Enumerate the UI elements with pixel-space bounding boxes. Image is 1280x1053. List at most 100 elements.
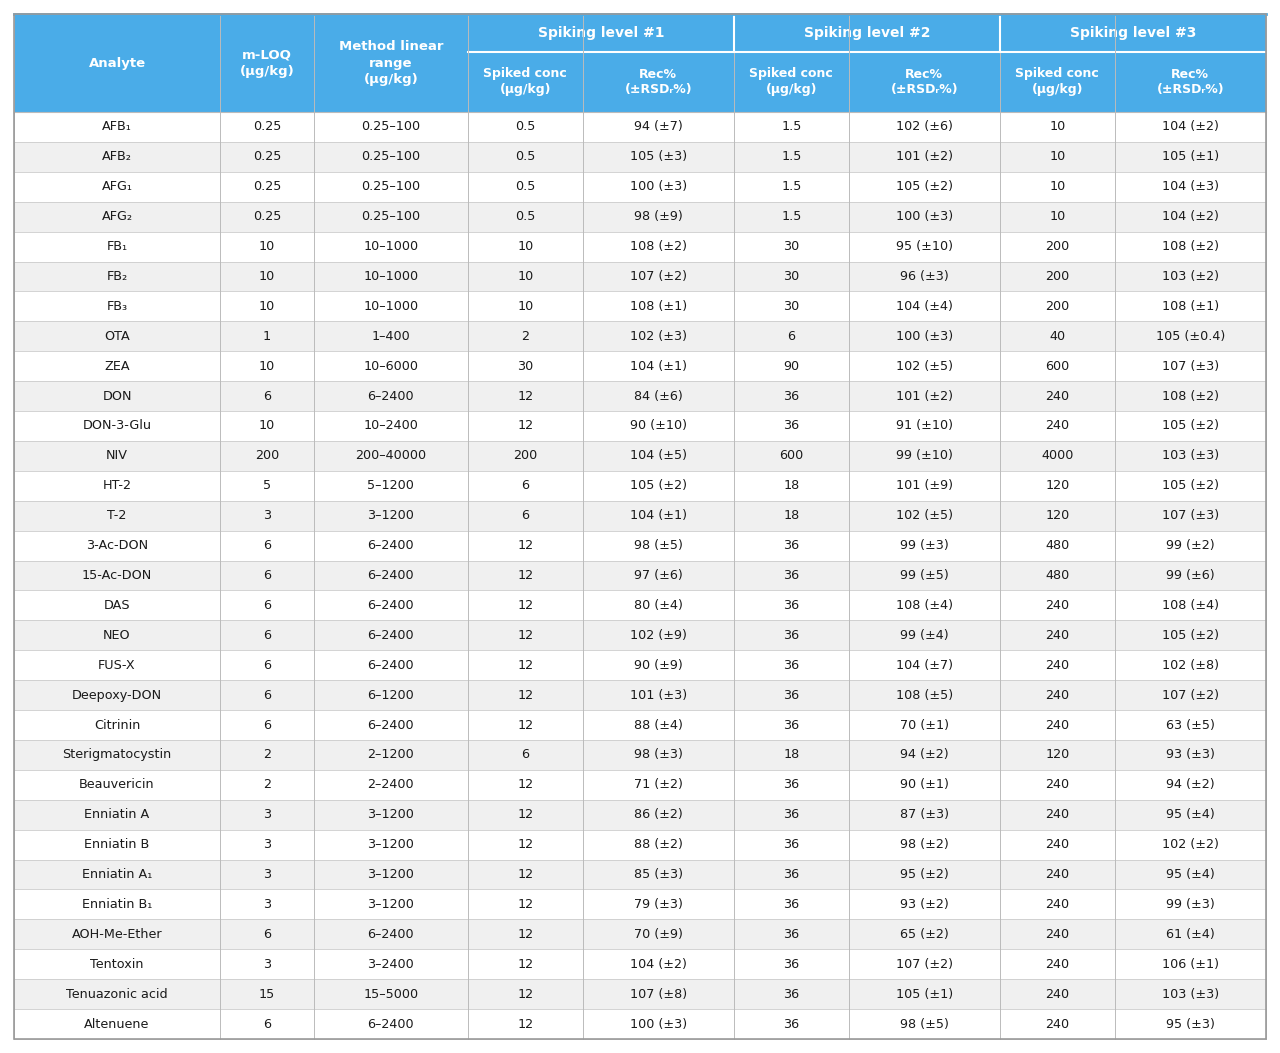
Text: 0.25–100: 0.25–100 [361, 120, 420, 134]
Bar [733, 919, 849, 950]
Text: 40: 40 [1050, 330, 1065, 343]
Text: 3: 3 [262, 510, 271, 522]
Text: 102 (±2): 102 (±2) [1162, 838, 1219, 851]
Text: FUS-X: FUS-X [99, 659, 136, 672]
Text: AOH-Me-Ether: AOH-Me-Ether [72, 928, 163, 940]
Text: 5–1200: 5–1200 [367, 479, 415, 493]
Bar [1000, 292, 1115, 321]
Bar [220, 710, 314, 740]
Text: 1.5: 1.5 [781, 180, 801, 194]
Text: 6–2400: 6–2400 [367, 390, 415, 402]
Text: 200: 200 [255, 450, 279, 462]
Bar [1115, 142, 1266, 172]
Bar [582, 172, 733, 202]
Text: 10–2400: 10–2400 [364, 419, 419, 433]
Bar [468, 381, 582, 411]
Bar [733, 740, 849, 770]
Bar [314, 441, 468, 471]
Bar [733, 890, 849, 919]
Bar [468, 680, 582, 710]
Bar [1000, 651, 1115, 680]
Bar [582, 381, 733, 411]
Bar [14, 142, 220, 172]
Text: 90: 90 [783, 360, 799, 373]
Text: 240: 240 [1046, 659, 1069, 672]
Bar [14, 890, 220, 919]
Bar [849, 501, 1000, 531]
Text: 30: 30 [783, 300, 800, 313]
Bar [1000, 680, 1115, 710]
Bar [849, 202, 1000, 232]
Text: 6: 6 [262, 659, 271, 672]
Text: 12: 12 [517, 778, 534, 791]
Text: 10–1000: 10–1000 [364, 300, 419, 313]
Bar [582, 919, 733, 950]
Bar [468, 919, 582, 950]
Text: Sterigmatocystin: Sterigmatocystin [63, 749, 172, 761]
Text: 105 (±3): 105 (±3) [630, 151, 687, 163]
Bar [468, 142, 582, 172]
Bar [314, 531, 468, 560]
Bar [582, 680, 733, 710]
Bar [220, 501, 314, 531]
Bar [1000, 261, 1115, 292]
Bar [733, 321, 849, 352]
Text: Spiked conc
(μg/kg): Spiked conc (μg/kg) [749, 67, 833, 97]
Bar [1000, 381, 1115, 411]
Bar [14, 740, 220, 770]
Bar [733, 859, 849, 890]
Text: 10–6000: 10–6000 [364, 360, 419, 373]
Bar [582, 591, 733, 620]
Text: 36: 36 [783, 689, 799, 701]
Bar [1115, 501, 1266, 531]
Bar [1000, 620, 1115, 651]
Text: NEO: NEO [104, 629, 131, 642]
Bar [733, 411, 849, 441]
Text: 108 (±2): 108 (±2) [1162, 390, 1219, 402]
Text: 240: 240 [1046, 778, 1069, 791]
Bar [1000, 710, 1115, 740]
Text: 240: 240 [1046, 689, 1069, 701]
Text: 6: 6 [521, 479, 529, 493]
Text: 2: 2 [262, 749, 271, 761]
Bar [1000, 859, 1115, 890]
Bar [14, 352, 220, 381]
Bar [1000, 1009, 1115, 1039]
Bar [733, 770, 849, 800]
Bar [468, 620, 582, 651]
Text: T-2: T-2 [108, 510, 127, 522]
Text: 36: 36 [783, 988, 799, 1000]
Text: 104 (±1): 104 (±1) [630, 360, 687, 373]
Text: AFG₁: AFG₁ [101, 180, 133, 194]
Text: 104 (±2): 104 (±2) [630, 958, 686, 971]
Bar [220, 292, 314, 321]
Text: 85 (±3): 85 (±3) [634, 868, 682, 881]
Bar [1115, 321, 1266, 352]
Bar [314, 979, 468, 1009]
Bar [14, 560, 220, 591]
Text: NIV: NIV [106, 450, 128, 462]
Text: 105 (±2): 105 (±2) [896, 180, 952, 194]
Bar [314, 740, 468, 770]
Bar [1000, 740, 1115, 770]
Bar [582, 112, 733, 142]
Bar [220, 591, 314, 620]
Text: 107 (±2): 107 (±2) [896, 958, 952, 971]
Text: 94 (±7): 94 (±7) [634, 120, 682, 134]
Text: 12: 12 [517, 868, 534, 881]
Bar [849, 830, 1000, 859]
Text: 36: 36 [783, 659, 799, 672]
Text: 30: 30 [783, 240, 800, 253]
Text: Rec%
(±RSDᵣ%): Rec% (±RSDᵣ%) [891, 67, 959, 97]
Text: 2–1200: 2–1200 [367, 749, 415, 761]
Bar [14, 501, 220, 531]
Bar [14, 919, 220, 950]
Text: Enniatin A₁: Enniatin A₁ [82, 868, 152, 881]
Bar [733, 352, 849, 381]
Bar [220, 950, 314, 979]
Bar [314, 172, 468, 202]
Text: 6–2400: 6–2400 [367, 629, 415, 642]
Bar [1115, 411, 1266, 441]
Text: 240: 240 [1046, 988, 1069, 1000]
Text: 102 (±6): 102 (±6) [896, 120, 952, 134]
